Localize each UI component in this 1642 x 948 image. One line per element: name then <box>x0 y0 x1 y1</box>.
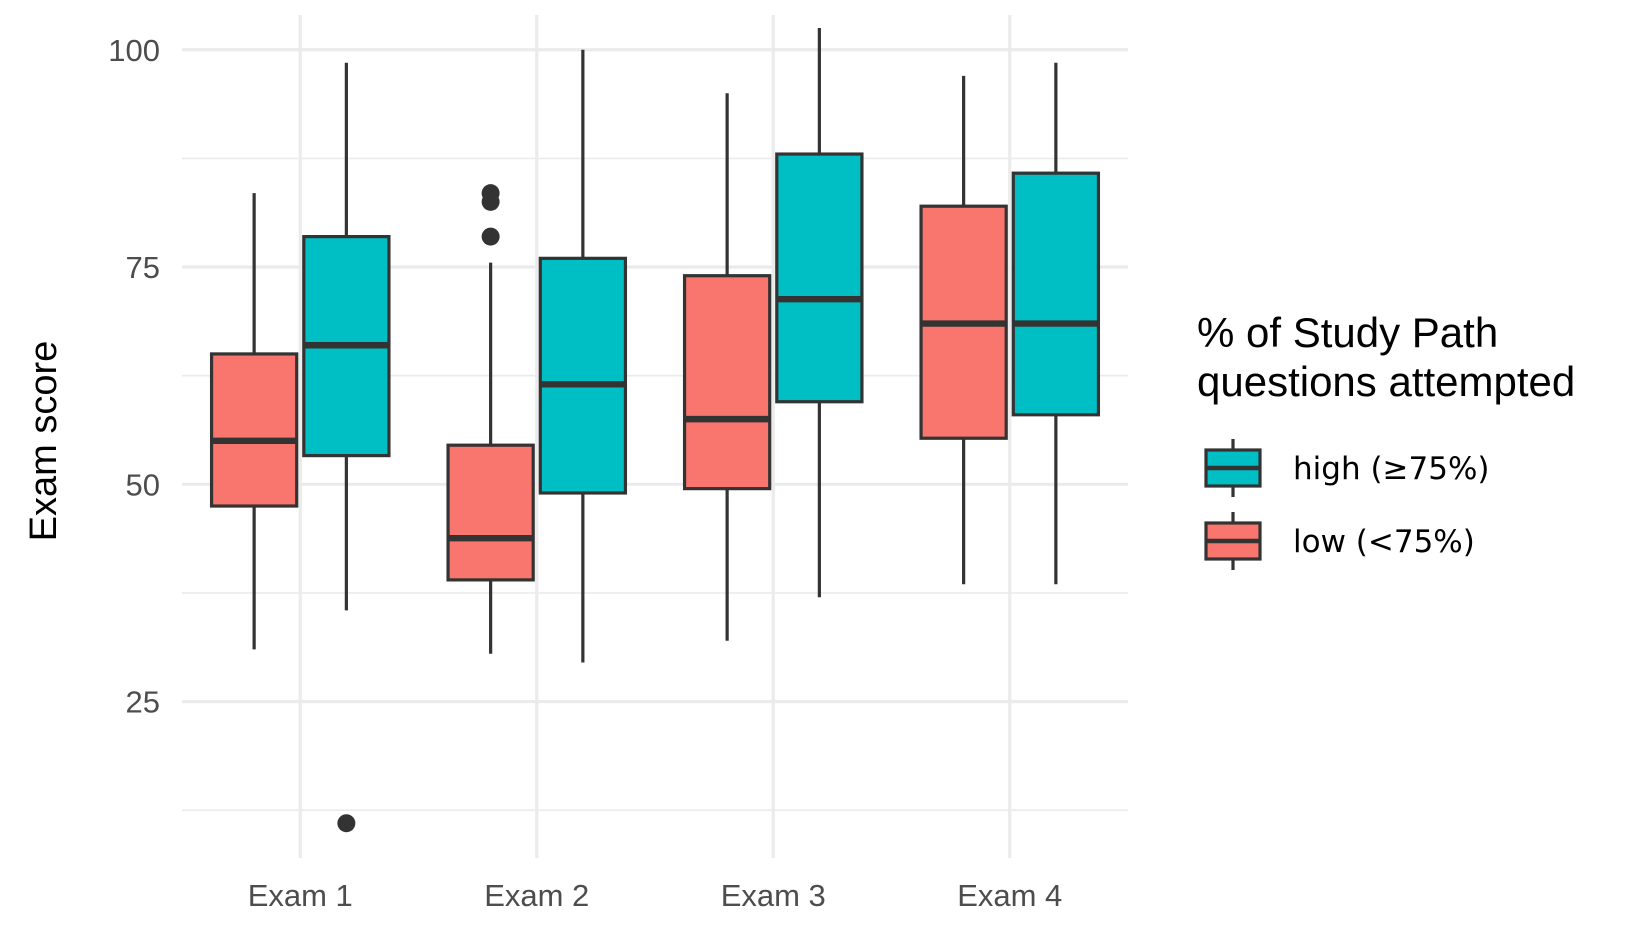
box-low-exam-3 <box>682 93 772 641</box>
legend-keys <box>1204 439 1262 570</box>
box-low-exam-1 <box>209 193 299 650</box>
box-body <box>682 274 772 491</box>
box-high-exam-3 <box>775 28 864 598</box>
y-tick-label: 100 <box>108 33 160 68</box>
box-low-exam-2 <box>446 184 535 654</box>
legend-label-high: high (≥75%) <box>1293 451 1490 487</box>
box-body <box>446 443 535 582</box>
legend-key-low <box>1204 512 1262 570</box>
x-axis-ticks: Exam 1 Exam 2 Exam 3 Exam 4 <box>248 878 1063 913</box>
box-groups <box>209 28 1101 833</box>
y-tick-label: 25 <box>126 685 160 720</box>
x-tick-label: Exam 3 <box>721 878 826 913</box>
box-body <box>1011 171 1101 417</box>
x-tick-label: Exam 2 <box>484 878 589 913</box>
x-tick-label: Exam 1 <box>248 878 353 913</box>
outlier-point <box>481 184 500 203</box>
box-body <box>209 352 299 508</box>
y-tick-label: 75 <box>126 250 160 285</box>
legend-key-high <box>1204 439 1262 497</box>
y-tick-label: 50 <box>126 467 160 502</box>
box-body <box>775 152 864 404</box>
y-axis-ticks: 25 50 75 100 <box>108 33 160 720</box>
box-low-exam-4 <box>919 75 1008 585</box>
x-tick-label: Exam 4 <box>957 878 1062 913</box>
y-axis-title: Exam score <box>23 341 65 542</box>
legend-title-line-1: % of Study Path <box>1197 309 1498 356</box>
box-high-exam-2 <box>538 49 628 663</box>
legend-title-line-2: questions attempted <box>1197 358 1575 405</box>
box-high-exam-1 <box>302 62 391 833</box>
box-high-exam-4 <box>1011 62 1101 585</box>
outlier-point <box>481 227 500 246</box>
outlier-point <box>337 814 356 833</box>
box-body <box>538 256 628 495</box>
legend-label-low: low (<75%) <box>1293 524 1475 560</box>
legend: % of Study Path questions attempted high… <box>1197 309 1575 570</box>
